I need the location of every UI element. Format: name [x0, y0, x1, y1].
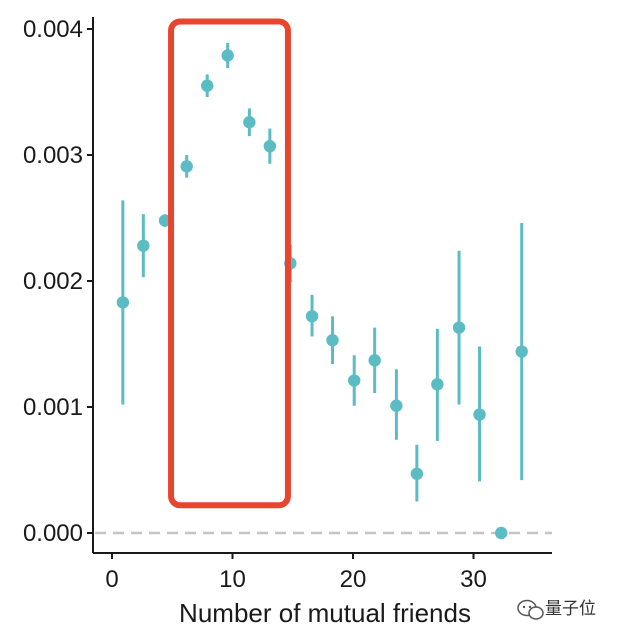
y-tick-label: 0.003: [23, 142, 83, 169]
data-point: [348, 374, 361, 387]
y-tick-label: 0.001: [23, 394, 83, 421]
plot-area: 0.000 0.001 0.002 0.003 0.004 0 10 20 30: [23, 16, 552, 593]
data-point: [473, 408, 486, 421]
x-axis-title: Number of mutual friends: [179, 598, 471, 628]
data-point: [263, 139, 277, 153]
data-point: [495, 526, 508, 540]
data-point: [243, 116, 256, 129]
data-point: [515, 345, 528, 358]
data-point: [452, 321, 466, 334]
data-point: [410, 467, 424, 480]
wechat-logo-icon: [517, 599, 544, 620]
data-point: [305, 310, 319, 323]
data-point: [221, 49, 234, 62]
data-point: [368, 354, 381, 367]
data-point: [116, 296, 130, 309]
data-point: [200, 79, 214, 92]
x-tick-label: 20: [340, 566, 367, 593]
y-tick-label: 0.000: [23, 520, 83, 547]
y-tick-label: 0.002: [23, 268, 83, 295]
x-tick-label: 10: [219, 566, 246, 593]
data-point: [137, 239, 150, 252]
data-point: [180, 160, 193, 173]
y-tick-label: 0.004: [23, 16, 83, 43]
data-point: [390, 399, 403, 412]
watermark-text: 量子位: [545, 599, 596, 619]
x-tick-label: 30: [460, 566, 487, 593]
highlight-box: [168, 18, 291, 509]
watermark: 量子位: [517, 599, 596, 620]
data-point: [431, 378, 444, 391]
x-tick-label: 0: [105, 566, 118, 593]
data-point: [326, 334, 339, 347]
